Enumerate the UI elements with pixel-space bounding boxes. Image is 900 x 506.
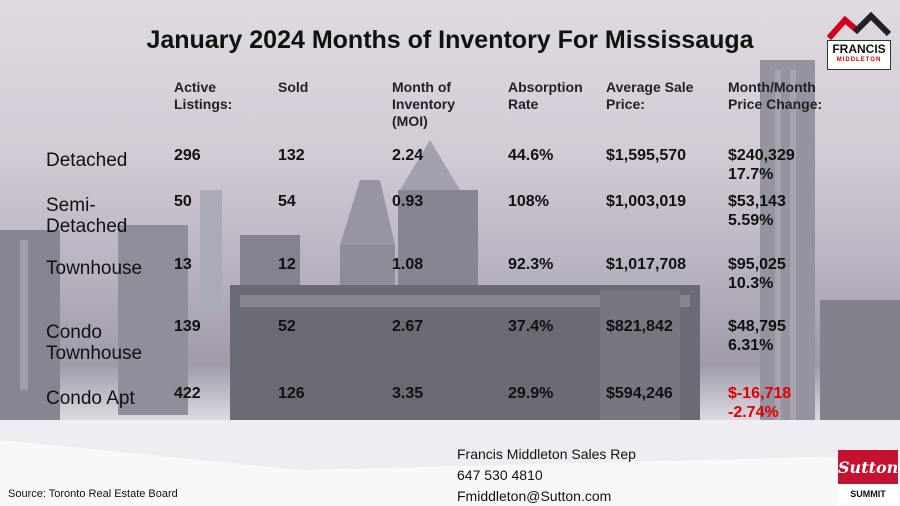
cell-active: 139: [174, 318, 201, 335]
cell-change-pct: 17.7%: [728, 166, 774, 183]
cell-active: 50: [174, 193, 192, 210]
logo-name: FRANCIS: [832, 42, 886, 56]
sutton-logo-sub: SUMMIT: [850, 489, 886, 499]
cell-absorption: 108%: [508, 193, 549, 210]
cell-active: 13: [174, 256, 192, 273]
cell-change-amount: $48,795: [728, 318, 786, 335]
source-note: Source: Toronto Real Estate Board: [8, 488, 178, 500]
contact-name: Francis Middleton Sales Rep: [457, 446, 636, 462]
cell-absorption: 29.9%: [508, 385, 554, 402]
cell-sold: 132: [278, 147, 305, 164]
cell-change-pct: 10.3%: [728, 275, 774, 292]
cell-avg-price: $1,595,570: [606, 147, 687, 164]
contact-email: Fmiddleton@Sutton.com: [457, 488, 612, 504]
cell-change-pct: 6.31%: [728, 337, 774, 354]
cell-avg-price: $594,246: [606, 385, 673, 402]
header-absorption-rate: Absorption Rate: [508, 79, 583, 112]
cell-sold: 12: [278, 256, 296, 273]
header-moi: Month of Inventory (MOI): [392, 79, 456, 129]
cell-absorption: 44.6%: [508, 147, 554, 164]
row-label-condo-townhouse: Condo Townhouse: [46, 322, 143, 364]
cell-change-amount: $95,025: [728, 256, 786, 273]
francis-middleton-logo: FRANCIS MIDDLETON: [825, 12, 893, 70]
cell-change-pct-negative: -2.74%: [728, 404, 779, 421]
cell-avg-price: $821,842: [606, 318, 673, 335]
cell-moi: 3.35: [392, 385, 424, 402]
page-title: January 2024 Months of Inventory For Mis…: [146, 26, 754, 54]
cell-absorption: 37.4%: [508, 318, 554, 335]
cell-moi: 0.93: [392, 193, 424, 210]
sutton-summit-logo: Sutton SUMMIT: [838, 450, 898, 505]
header-active-listings: Active Listings:: [174, 79, 233, 112]
cell-moi: 1.08: [392, 256, 424, 273]
cell-moi: 2.67: [392, 318, 424, 335]
house-roof-icon: [826, 12, 892, 40]
cell-change-amount-negative: $-16,718: [728, 385, 792, 402]
cell-active: 296: [174, 147, 201, 164]
sutton-logo-name: Sutton: [838, 458, 899, 477]
cell-moi: 2.24: [392, 147, 424, 164]
header-average-sale-price: Average Sale Price:: [606, 79, 694, 112]
cell-sold: 126: [278, 385, 305, 402]
cell-avg-price: $1,003,019: [606, 193, 687, 210]
cell-avg-price: $1,017,708: [606, 256, 687, 273]
cell-change-pct: 5.59%: [728, 212, 774, 229]
contact-phone: 647 530 4810: [457, 467, 543, 483]
header-sold: Sold: [278, 79, 309, 95]
row-label-townhouse: Townhouse: [46, 258, 143, 279]
cell-sold: 52: [278, 318, 296, 335]
logo-box: [827, 40, 891, 70]
cell-change-amount: $53,143: [728, 193, 786, 210]
logo-sub: MIDDLETON: [836, 57, 882, 63]
cell-change-amount: $240,329: [728, 147, 795, 164]
cell-absorption: 92.3%: [508, 256, 554, 273]
row-label-detached: Detached: [46, 150, 128, 171]
row-label-semi-detached: Semi- Detached: [46, 195, 128, 237]
row-label-condo-apt: Condo Apt: [46, 388, 135, 409]
header-price-change: Month/Month Price Change:: [728, 79, 823, 112]
sutton-logo-bar: SUMMIT: [838, 484, 898, 505]
cell-active: 422: [174, 385, 201, 402]
cell-sold: 54: [278, 193, 296, 210]
